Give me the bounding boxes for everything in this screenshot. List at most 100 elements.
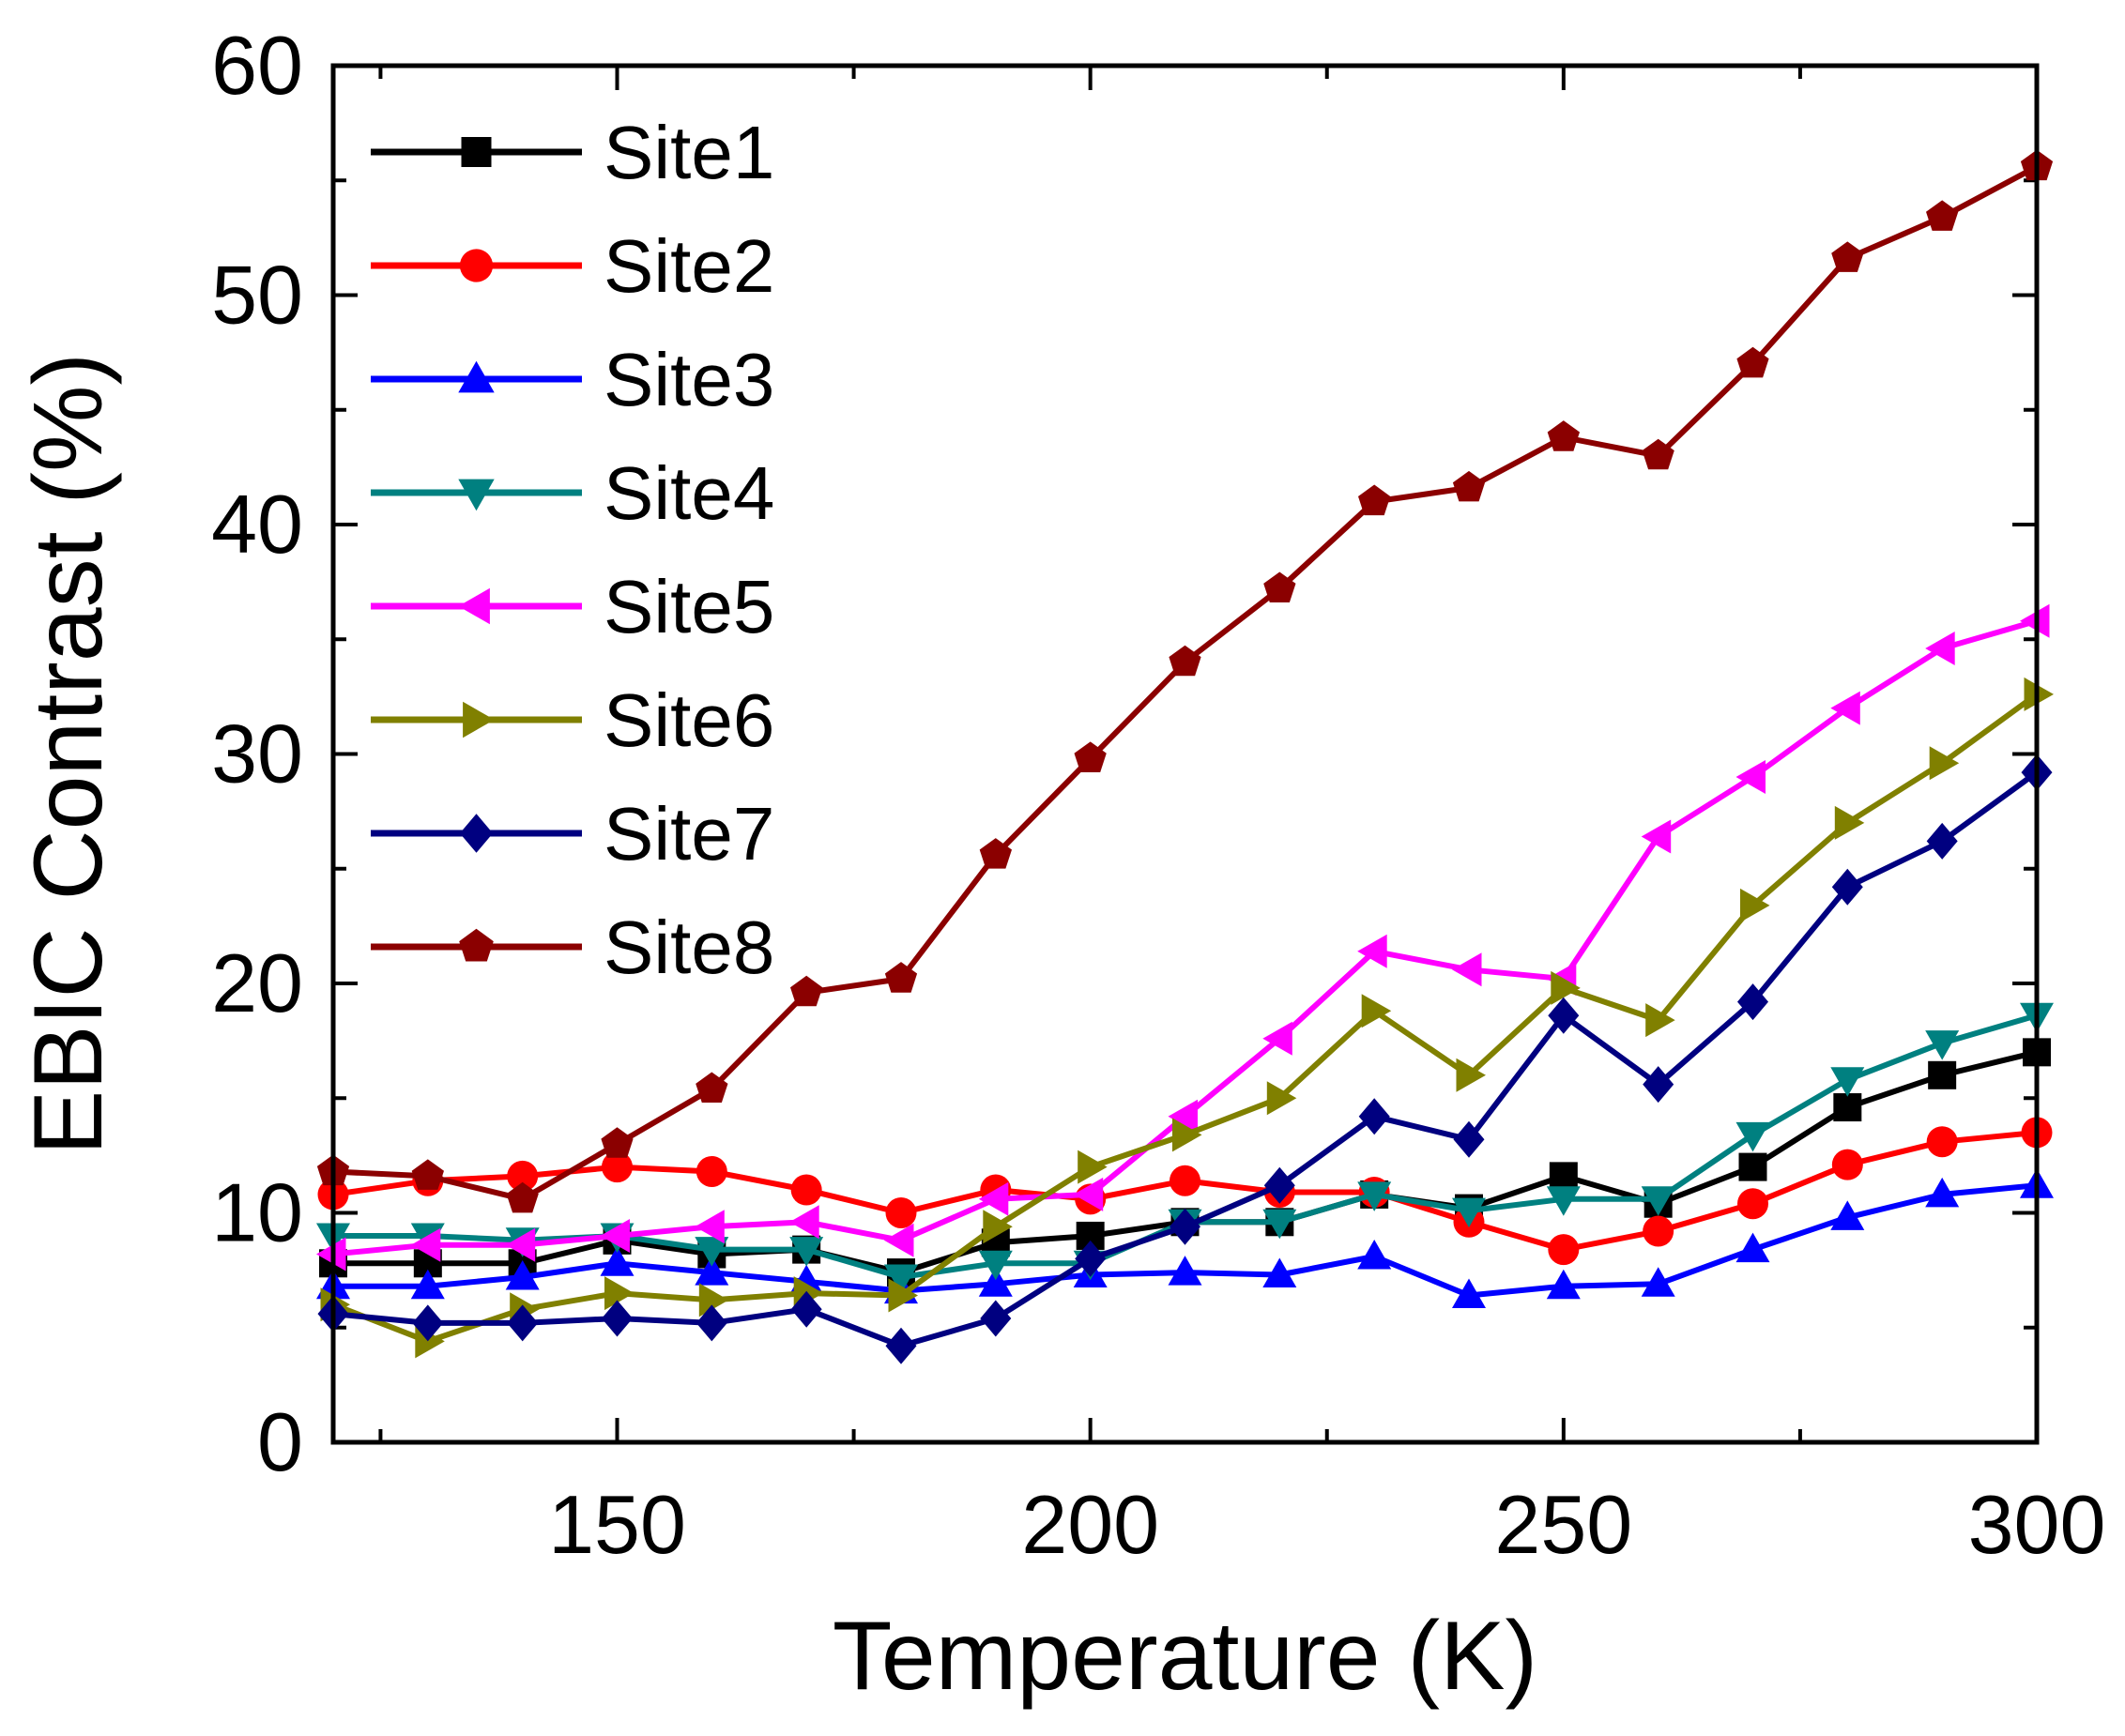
data-point: [1172, 1118, 1202, 1152]
data-point: [790, 975, 823, 1007]
data-point: [695, 1210, 725, 1244]
data-point: [1170, 1165, 1200, 1196]
data-point: [1361, 994, 1392, 1028]
data-point: [1735, 1232, 1770, 1263]
y-tick-label: 0: [257, 1395, 303, 1488]
data-point: [1925, 632, 1955, 665]
legend-marker: [458, 479, 495, 511]
legend-item: Site3: [371, 338, 774, 421]
y-tick-label: 10: [211, 1166, 303, 1259]
data-point: [1736, 346, 1769, 378]
data-point: [1831, 868, 1863, 906]
data-point: [1834, 805, 1865, 840]
data-point: [410, 1227, 441, 1262]
data-point: [1738, 1152, 1767, 1181]
data-point: [1168, 1256, 1202, 1286]
data-point: [505, 1227, 536, 1262]
data-point: [412, 1304, 444, 1342]
data-point: [695, 1256, 729, 1286]
data-point: [1453, 1120, 1485, 1158]
tick-labels: 150 200 250 300 0 10 20 30 40 50 60: [211, 19, 2105, 1571]
data-point: [790, 1290, 822, 1328]
data-point: [600, 1219, 630, 1253]
data-point: [1641, 1186, 1675, 1216]
data-point: [978, 1250, 1013, 1281]
y-tick-label: 50: [211, 249, 303, 342]
legend-marker: [461, 137, 492, 167]
data-point: [884, 1264, 918, 1294]
legend-item: Site4: [371, 451, 774, 535]
data-point: [1549, 1162, 1578, 1191]
plot-frame: [330, 63, 2040, 1445]
data-point: [1833, 1093, 1862, 1122]
data-point: [1357, 1240, 1392, 1270]
data-point: [1831, 1149, 1863, 1180]
legend-label: Site2: [604, 224, 774, 308]
data-point: [1926, 1126, 1958, 1158]
legend-label: Site4: [604, 451, 774, 535]
series-site6: [320, 677, 2054, 1359]
x-tick-label: 150: [548, 1478, 686, 1571]
x-tick-label: 200: [1021, 1478, 1159, 1571]
data-point: [1263, 571, 1296, 602]
data-point: [1551, 970, 1581, 1005]
data-point: [602, 1151, 633, 1183]
x-axis-title: Temperature (K): [833, 1602, 1537, 1711]
y-axis-title: EBIC Contrast (%): [14, 353, 123, 1155]
data-point: [979, 838, 1012, 869]
legend-marker: [458, 360, 495, 393]
legend-marker: [459, 928, 494, 962]
legend-marker: [459, 814, 494, 853]
series-site1: [319, 1038, 2051, 1287]
data-point: [1262, 1021, 1292, 1056]
data-point: [411, 1159, 444, 1190]
data-point: [983, 1210, 1013, 1244]
data-point: [1452, 952, 1482, 987]
legend-item: Site2: [371, 224, 774, 308]
data-point: [1548, 1234, 1580, 1266]
data-point: [1263, 1166, 1295, 1204]
data-point: [1078, 1150, 1108, 1184]
data-point: [1358, 1098, 1390, 1135]
data-point: [1643, 1215, 1674, 1247]
data-point: [885, 1197, 917, 1228]
data-point: [604, 1276, 634, 1311]
data-point: [1169, 645, 1201, 677]
data-point: [507, 1160, 539, 1192]
data-point: [1737, 983, 1768, 1021]
legend-marker: [459, 249, 494, 282]
data-point: [1546, 1269, 1581, 1300]
legend: Site1 Site2 Site3 Site4 Site5 Site6 Site7 Site8: [371, 111, 774, 989]
legend-label: Site1: [604, 111, 774, 194]
data-point: [1925, 1030, 1960, 1060]
data-point: [1740, 888, 1770, 922]
legend-item: Site7: [371, 792, 774, 876]
y-tick-label: 60: [211, 19, 303, 112]
series-site7: [317, 754, 2053, 1364]
data-point: [1929, 746, 1960, 781]
data-point: [1547, 420, 1580, 451]
data-point: [978, 1181, 1009, 1216]
data-point: [1737, 1188, 1768, 1220]
data-point: [1452, 1197, 1486, 1228]
legend-marker: [458, 587, 490, 625]
data-point: [698, 1283, 729, 1317]
data-point: [1831, 241, 1864, 272]
data-point: [1456, 1058, 1486, 1092]
legend-item: Site6: [371, 678, 774, 762]
legend-marker: [463, 701, 495, 739]
data-point: [1075, 1240, 1107, 1277]
series-site8: [316, 149, 2054, 1213]
data-point: [1452, 470, 1486, 502]
data-point: [885, 1327, 917, 1364]
x-tick-label: 300: [1968, 1478, 2106, 1571]
data-point: [1357, 1181, 1392, 1211]
data-point: [507, 1304, 539, 1342]
data-point: [980, 1300, 1012, 1337]
data-point: [1645, 1003, 1675, 1038]
data-point: [1925, 1177, 1960, 1208]
data-point: [1168, 1099, 1198, 1134]
data-point: [1928, 1060, 1957, 1089]
data-point: [1546, 1186, 1581, 1216]
